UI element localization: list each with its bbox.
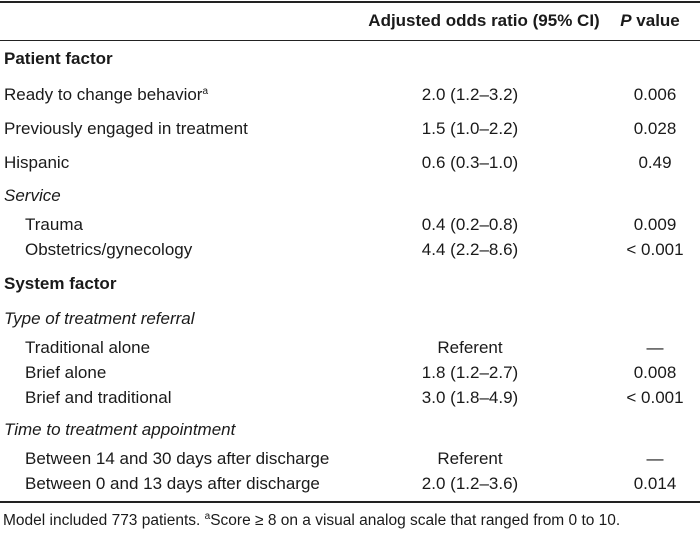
odds-ratio: 3.0 (1.8–4.9) <box>421 387 519 407</box>
row-label-text: Obstetrics/gynecology <box>25 239 193 259</box>
row-label: Between 0 and 13 days after discharge <box>25 474 320 494</box>
footnote-text: Model included 773 patients. <box>3 512 205 529</box>
group-title: Time to treatment appointment <box>4 420 236 439</box>
p-value: 0.014 <box>633 473 677 493</box>
row-label: Hispanic <box>4 153 69 173</box>
odds-ratio: Referent <box>437 448 503 468</box>
note-marker: a <box>202 86 209 97</box>
row-label-text: Ready to change behavior <box>4 85 203 104</box>
row-label-text: Between 14 and 30 days after discharge <box>25 448 330 468</box>
top-rule <box>0 1 700 3</box>
row-label-text: Brief alone <box>25 362 107 382</box>
p-value: — <box>646 448 664 468</box>
section-title: System factor <box>4 274 117 293</box>
p-value: 0.028 <box>633 119 677 138</box>
row-label: Previously engaged in treatment <box>4 119 248 139</box>
row-label: Obstetrics/gynecology <box>25 240 192 260</box>
row-label: Between 14 and 30 days after discharge <box>25 449 329 469</box>
odds-ratio: 0.6 (0.3–1.0) <box>421 153 519 172</box>
p-value: 0.009 <box>633 214 677 234</box>
group-title: Service <box>4 186 61 205</box>
row-label: Brief alone <box>25 363 106 383</box>
group-title: Type of treatment referral <box>4 309 195 328</box>
row-label: Traditional alone <box>25 338 150 358</box>
row-label: Brief and traditional <box>25 388 171 408</box>
odds-ratio: 2.0 (1.2–3.2) <box>421 85 519 104</box>
p-value: 0.006 <box>633 85 677 104</box>
p-value: 0.49 <box>638 153 672 172</box>
odds-ratio: 0.4 (0.2–0.8) <box>421 214 519 234</box>
row-label: Ready to change behaviora <box>4 85 208 105</box>
header-rule <box>0 40 700 41</box>
row-label-text: Hispanic <box>4 153 70 172</box>
footnote-marker: a <box>204 511 211 522</box>
header-p-italic: P <box>620 11 632 30</box>
header-p: P value <box>620 11 680 31</box>
p-value: — <box>646 337 664 357</box>
row-label-text: Between 0 and 13 days after discharge <box>25 473 320 493</box>
header-p-text: value <box>631 11 680 30</box>
odds-ratio: 1.5 (1.0–2.2) <box>421 119 519 138</box>
section-title: Patient factor <box>4 49 113 68</box>
header-ratio: Adjusted odds ratio (95% CI) <box>368 11 600 30</box>
footnote-detail: Score ≥ 8 on a visual analog scale that … <box>210 512 621 529</box>
p-value: < 0.001 <box>626 387 684 407</box>
row-label-text: Previously engaged in treatment <box>4 119 248 138</box>
row-label-text: Trauma <box>25 214 83 234</box>
footnote: Model included 773 patients. aScore ≥ 8 … <box>3 512 620 530</box>
p-value: < 0.001 <box>626 239 684 259</box>
row-label: Trauma <box>25 215 83 235</box>
odds-ratio: Referent <box>437 337 503 357</box>
odds-ratio: 1.8 (1.2–2.7) <box>421 362 519 382</box>
row-label-text: Brief and traditional <box>25 387 172 407</box>
odds-ratio: 2.0 (1.2–3.6) <box>421 473 519 493</box>
row-label-text: Traditional alone <box>25 337 151 357</box>
p-value: 0.008 <box>633 362 677 382</box>
odds-ratio: 4.4 (2.2–8.6) <box>421 239 519 259</box>
bottom-rule <box>0 501 700 503</box>
